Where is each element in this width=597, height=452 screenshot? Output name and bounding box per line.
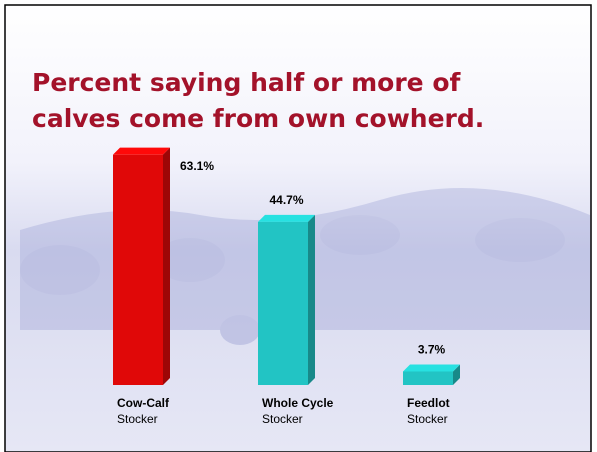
bar-top bbox=[258, 214, 315, 222]
category-label: Cow-Calf bbox=[117, 396, 170, 410]
bar-top bbox=[113, 147, 170, 155]
category-label: Whole Cycle bbox=[262, 396, 334, 410]
value-label: 44.7% bbox=[269, 193, 303, 207]
title-line: Percent saying half or more of bbox=[32, 68, 461, 97]
bar-side bbox=[163, 147, 170, 385]
bar-side bbox=[308, 214, 315, 385]
bar bbox=[258, 221, 308, 385]
bar-side bbox=[453, 364, 460, 385]
category-sublabel: Stocker bbox=[407, 412, 448, 426]
value-label: 3.7% bbox=[418, 343, 446, 357]
bar bbox=[403, 371, 453, 385]
title-line: calves come from own cowherd. bbox=[32, 104, 484, 133]
category-sublabel: Stocker bbox=[262, 412, 303, 426]
bar bbox=[113, 154, 163, 385]
category-label: Feedlot bbox=[407, 396, 450, 410]
value-label: 63.1% bbox=[180, 159, 214, 173]
category-sublabel: Stocker bbox=[117, 412, 158, 426]
bar-top bbox=[403, 364, 460, 372]
